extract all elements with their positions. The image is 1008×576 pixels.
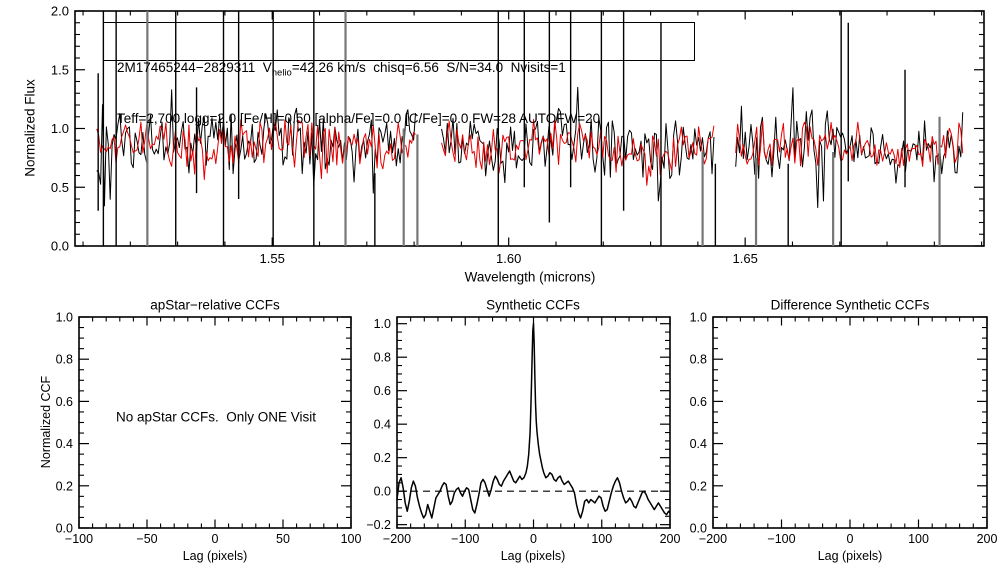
svg-text:1.0: 1.0 — [56, 311, 73, 325]
synthetic-ccf-panel-title: Synthetic CCFs — [486, 297, 580, 313]
svg-text:−100: −100 — [767, 532, 795, 546]
lag-axis-title-1: Lag (pixels) — [182, 549, 248, 563]
svg-text:0.0: 0.0 — [374, 485, 391, 499]
svg-text:−200: −200 — [699, 532, 727, 546]
spectrum-annotation-text: 2M17465244−2829311 Vhelio=42.26 km/s chi… — [117, 25, 600, 161]
svg-text:0: 0 — [847, 532, 854, 546]
svg-text:0.6: 0.6 — [56, 395, 73, 409]
fit-stats: =42.26 km/s chisq=6.56 S/N=34.0 Nvisits=… — [291, 60, 566, 75]
svg-text:1.0: 1.0 — [374, 317, 391, 331]
svg-text:0.2: 0.2 — [374, 451, 391, 465]
svg-text:0.4: 0.4 — [374, 418, 391, 432]
svg-text:0: 0 — [530, 532, 537, 546]
svg-text:0.0: 0.0 — [56, 522, 73, 536]
svg-text:−100: −100 — [451, 532, 479, 546]
no-apstar-ccfs-message: No apStar CCFs. Only ONE Visit — [115, 409, 317, 425]
svg-text:0.5: 0.5 — [51, 180, 69, 195]
svg-text:0.8: 0.8 — [56, 353, 73, 367]
svg-text:1.55: 1.55 — [260, 251, 285, 266]
svg-text:0.8: 0.8 — [690, 353, 707, 367]
svg-text:1.0: 1.0 — [51, 121, 69, 136]
svg-text:0.6: 0.6 — [374, 384, 391, 398]
lag-axis-title-3: Lag (pixels) — [817, 549, 883, 563]
wavelength-axis-title: Wavelength (microns) — [464, 269, 596, 285]
svg-text:0.4: 0.4 — [56, 437, 73, 451]
flux-axis-title: Normalized Flux — [22, 79, 38, 177]
target-id-and-vhelio: 2M17465244−2829311 V — [117, 60, 272, 75]
spectrum-annotation-box — [103, 22, 695, 61]
svg-text:1.60: 1.60 — [496, 251, 521, 266]
svg-text:2.0: 2.0 — [51, 4, 69, 19]
svg-text:200: 200 — [977, 532, 998, 546]
svg-text:−0.2: −0.2 — [366, 518, 391, 532]
svg-text:1.5: 1.5 — [51, 62, 69, 77]
svg-text:0.0: 0.0 — [690, 522, 707, 536]
svg-text:−200: −200 — [383, 532, 411, 546]
ccf-axis-title: Normalized CCF — [39, 375, 53, 469]
svg-text:200: 200 — [660, 532, 681, 546]
svg-text:0.6: 0.6 — [690, 395, 707, 409]
svg-text:50: 50 — [276, 532, 290, 546]
annotation-line1: 2M17465244−2829311 Vhelio=42.26 km/s chi… — [117, 59, 600, 79]
difference-ccf-panel-title: Difference Synthetic CCFs — [770, 297, 930, 313]
svg-text:0: 0 — [212, 532, 219, 546]
svg-text:0.0: 0.0 — [51, 239, 69, 254]
svg-text:−50: −50 — [136, 532, 157, 546]
svg-text:−100: −100 — [65, 532, 93, 546]
svg-text:100: 100 — [341, 532, 362, 546]
apstar-ccf-panel-title: apStar−relative CCFs — [150, 297, 280, 313]
svg-text:0.2: 0.2 — [690, 479, 707, 493]
svg-text:100: 100 — [591, 532, 612, 546]
svg-text:0.4: 0.4 — [690, 437, 707, 451]
svg-text:100: 100 — [908, 532, 929, 546]
annotation-line2: Teff=2,700 logg=2.0 [Fe/H]=0.50 [alpha/F… — [117, 111, 601, 126]
svg-text:1.0: 1.0 — [690, 311, 707, 325]
lag-axis-title-2: Lag (pixels) — [500, 549, 566, 563]
vhelio-subscript: helio — [271, 67, 292, 79]
svg-text:1.65: 1.65 — [733, 251, 758, 266]
svg-text:0.2: 0.2 — [56, 479, 73, 493]
svg-text:0.8: 0.8 — [374, 351, 391, 365]
